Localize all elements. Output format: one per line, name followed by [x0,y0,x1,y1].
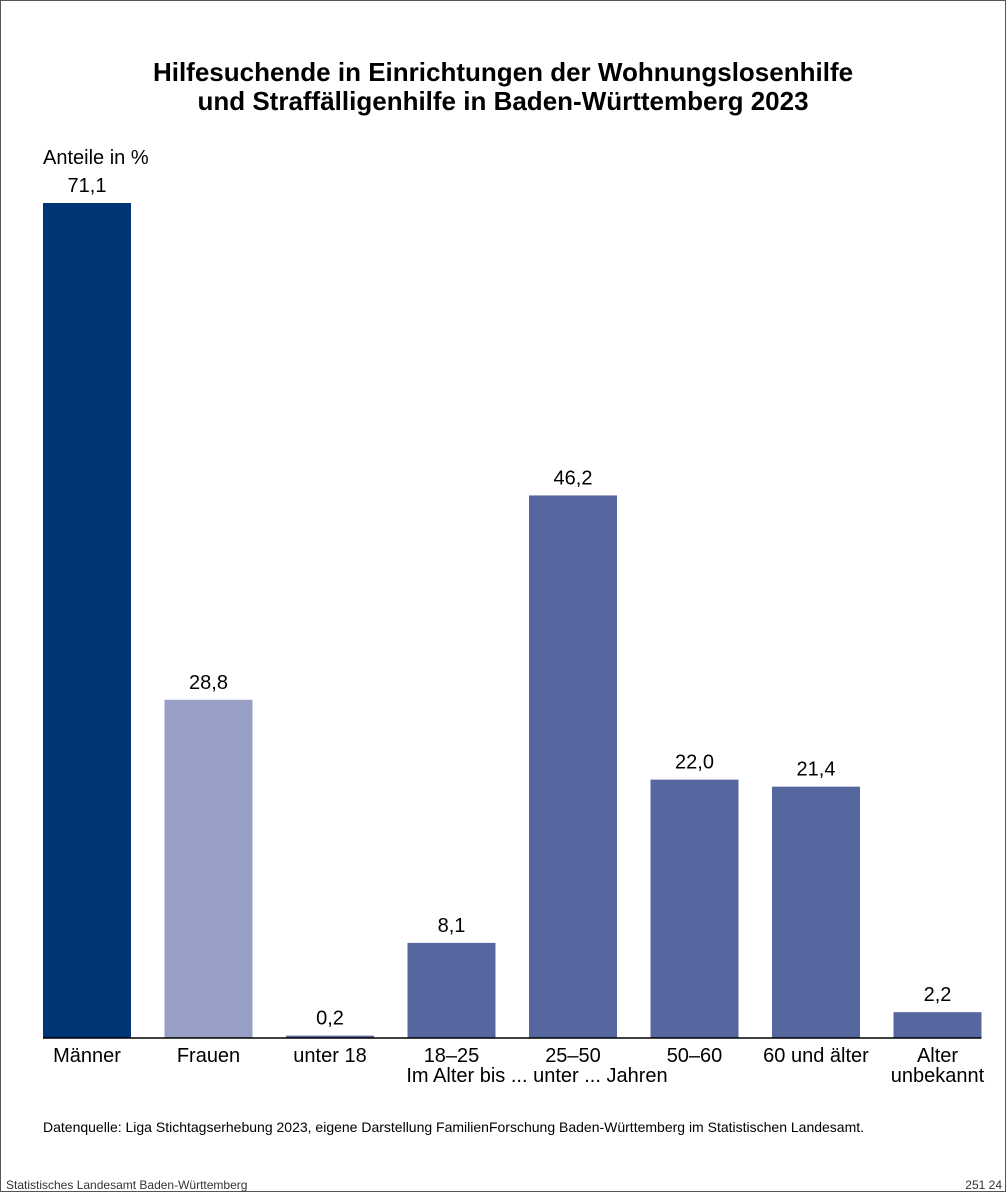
data-source-note: Datenquelle: Liga Stichtagserhebung 2023… [43,1119,865,1135]
category-label-8-line-1: Alter [917,1045,958,1067]
value-label-3: 0,2 [316,1008,344,1030]
value-label-2: 28,8 [189,672,228,694]
value-label-1: 71,1 [68,175,107,197]
chart-title-line-1: Hilfesuchende in Einrichtungen der Wohnu… [152,57,854,87]
bar-8 [893,1012,982,1038]
category-label-8-line-2: unbekannt [891,1065,985,1087]
bar-4 [407,942,496,1038]
category-label-7: 60 und älter [763,1045,869,1067]
publisher-label: Statistisches Landesamt Baden-Württember… [6,1178,248,1192]
value-label-5: 46,2 [554,467,593,489]
category-label-3: unter 18 [293,1045,366,1067]
category-label-6: 50–60 [667,1045,723,1067]
bar-2 [164,699,253,1038]
category-label-2: Frauen [177,1045,240,1067]
age-group-axis-label: Im Alter bis ... unter ... Jahren [406,1065,667,1087]
value-label-4: 8,1 [438,915,466,937]
category-label-1: Männer [53,1045,121,1067]
bar-1 [43,203,131,1038]
bar-3 [286,1035,374,1038]
chart-title-line-2: und Straffälligenhilfe in Baden-Württemb… [197,86,809,116]
bar-6 [650,779,739,1038]
y-axis-label: Anteile in % [43,147,149,169]
category-label-4: 18–25 [424,1045,480,1067]
value-label-6: 22,0 [675,752,714,774]
value-label-7: 21,4 [797,759,836,781]
bar-5 [529,495,617,1038]
bar-7 [772,786,860,1038]
category-label-5: 25–50 [545,1045,601,1067]
value-label-8: 2,2 [924,984,952,1006]
chart-code: 251 24 [965,1178,1002,1192]
